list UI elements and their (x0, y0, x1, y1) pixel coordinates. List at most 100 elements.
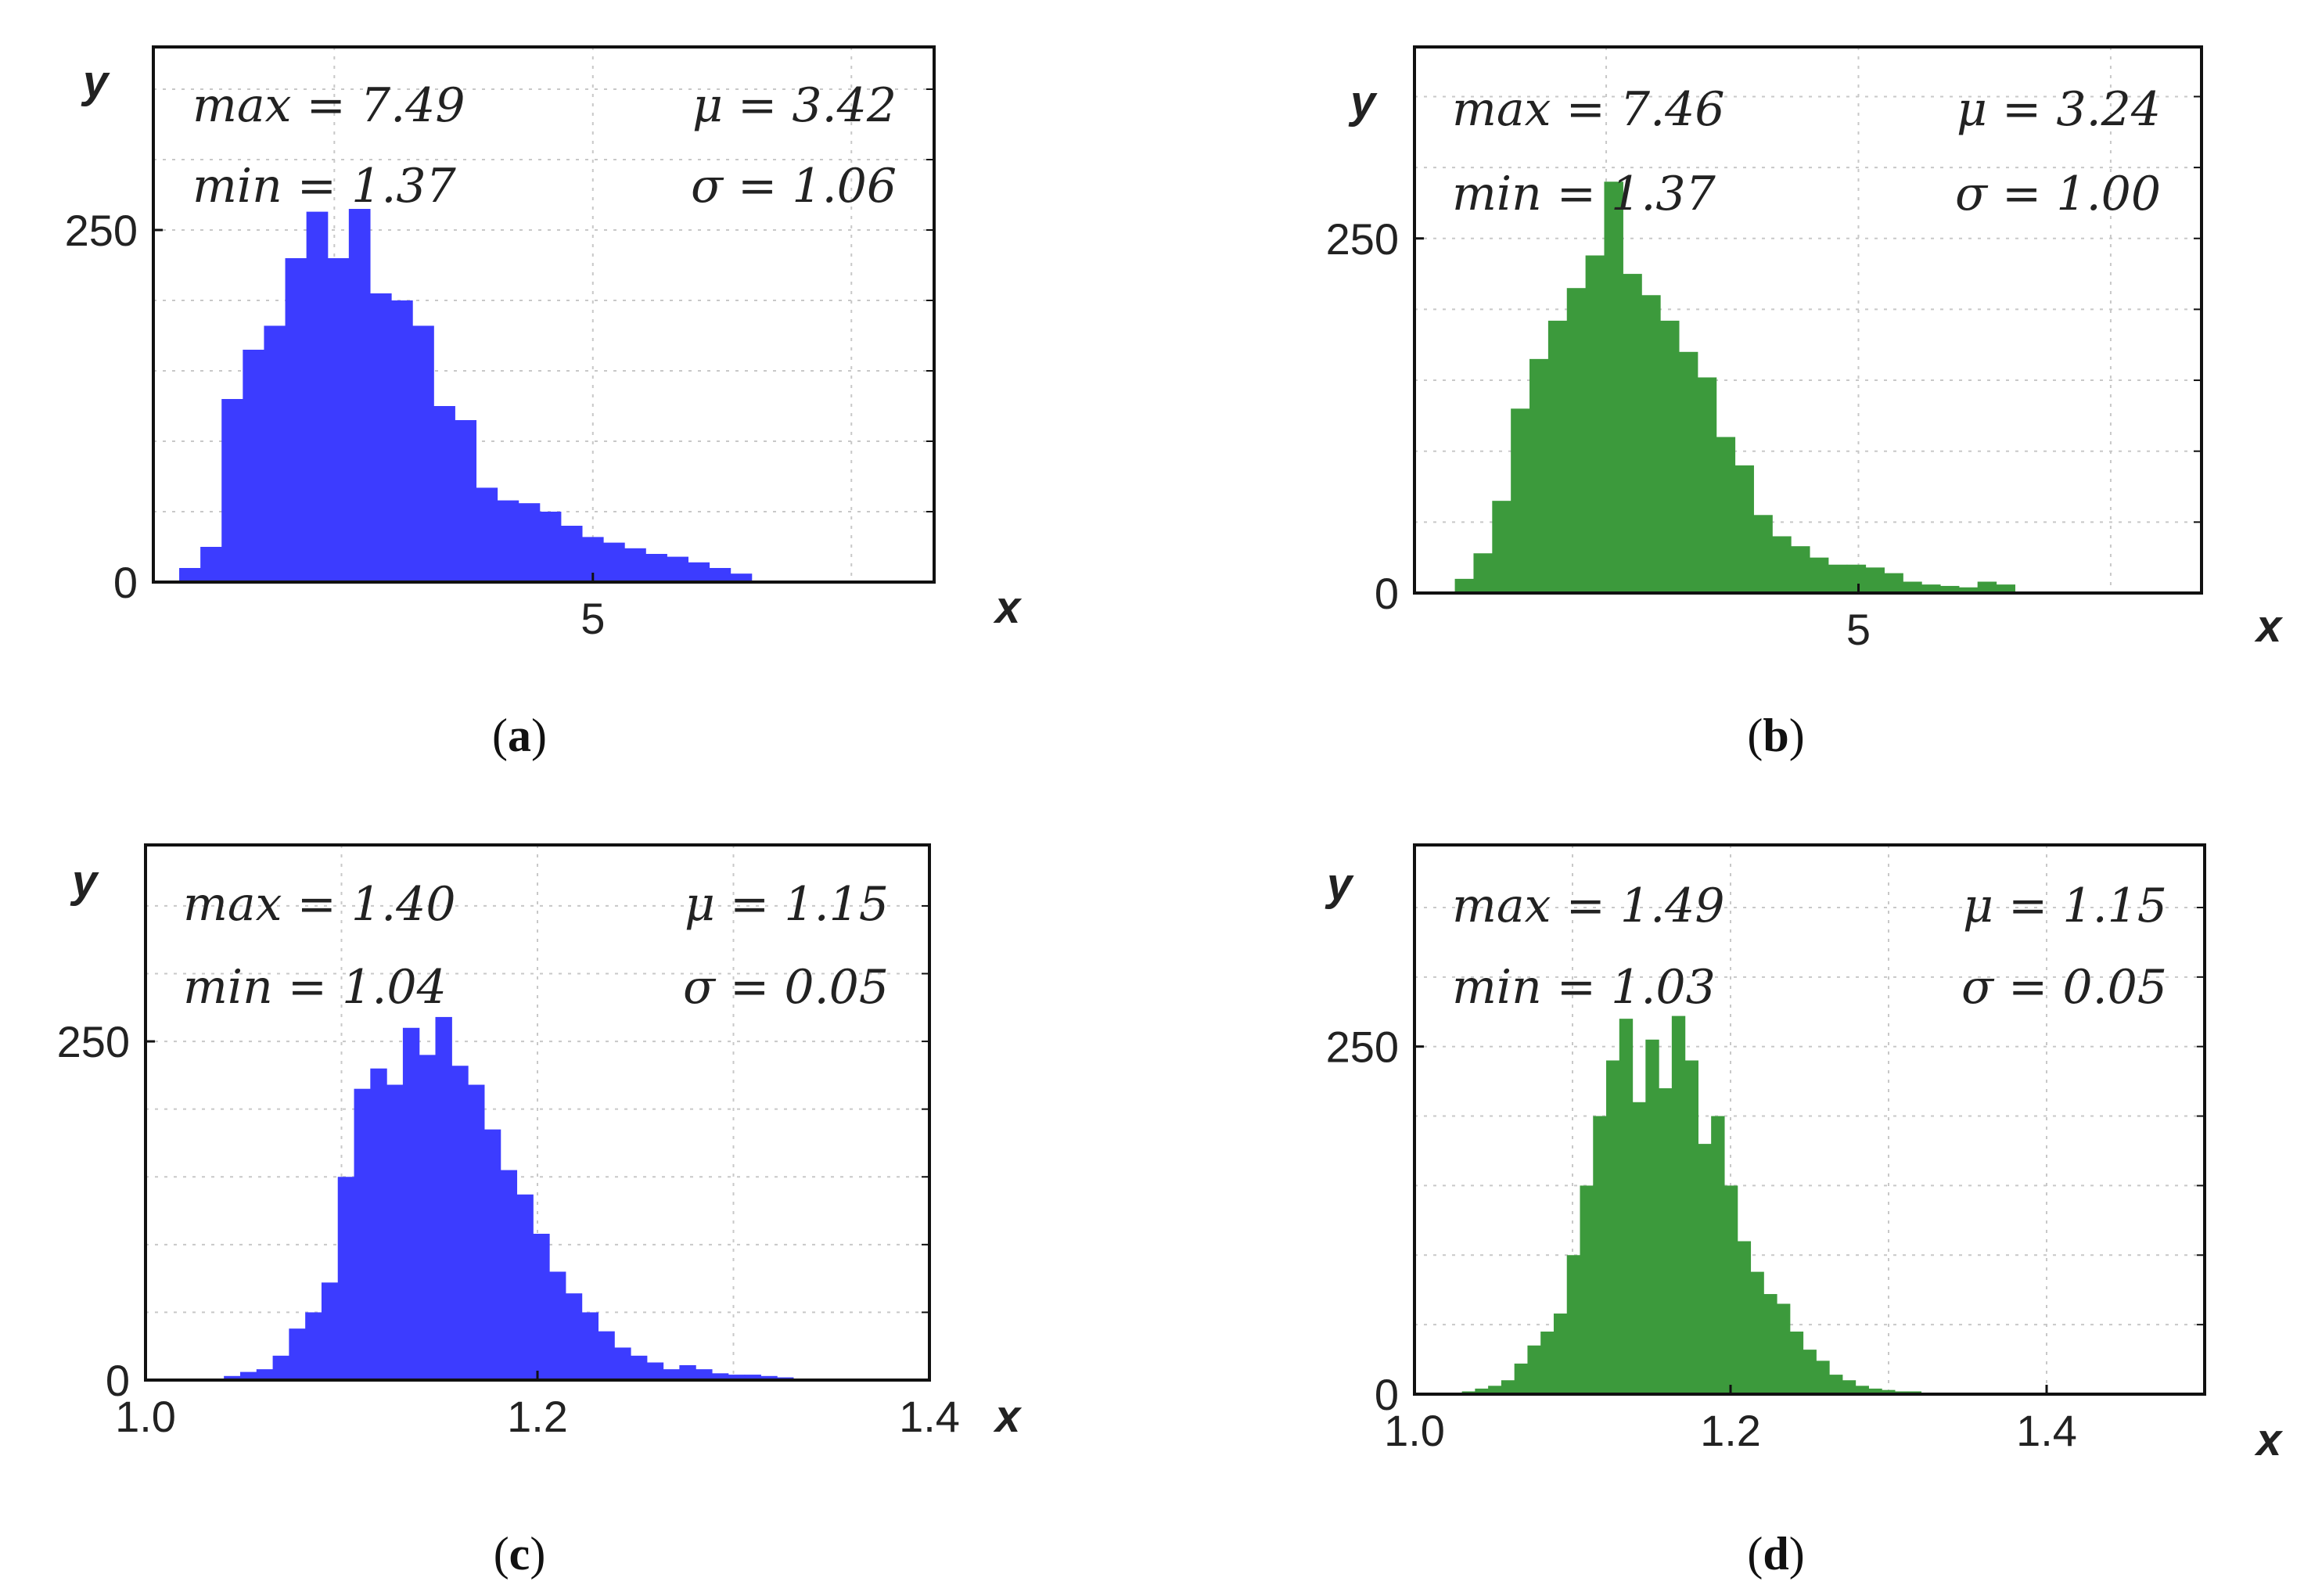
histogram-bar (1903, 581, 1921, 593)
histogram-bar (1866, 567, 1885, 593)
histogram-bar (221, 399, 243, 582)
panel-b-caption-letter: b (1763, 710, 1788, 761)
histogram-bar (519, 503, 541, 582)
panel-b: 50250 y x max = 7.46 min = 1.37 μ = 3.24… (1326, 47, 2284, 761)
histogram-bar (307, 212, 329, 582)
y-tick-label: 250 (1326, 214, 1399, 264)
histogram-bar (1540, 1332, 1554, 1394)
histogram-bar (1593, 1116, 1606, 1394)
panel-c-stat-max: max = 1.40 (183, 877, 456, 932)
histogram-bar (1473, 553, 1492, 593)
panel-d-caption-letter: d (1763, 1528, 1788, 1580)
x-tick-label: 1.2 (507, 1392, 568, 1441)
histogram-bar (1763, 1294, 1777, 1394)
histogram-bar (1659, 1088, 1672, 1394)
panel-c-xlabel: x (993, 1391, 1023, 1442)
histogram-bar (1529, 359, 1548, 593)
histogram-bar (1660, 321, 1679, 593)
y-tick-label: 0 (1375, 1370, 1399, 1419)
histogram-bar (1548, 321, 1567, 593)
y-tick-label: 0 (113, 558, 138, 607)
panel-c: 1.0 1.2 1.40250 y x max = 1.40 min = 1.04 … (57, 845, 1023, 1580)
histogram-bar (391, 300, 413, 582)
histogram-bar (354, 1089, 371, 1380)
histogram-bar (1511, 408, 1529, 593)
histogram-bar (286, 258, 307, 582)
histogram-bar (1738, 1242, 1751, 1394)
histogram-bar (645, 554, 667, 582)
histogram-bar (243, 350, 264, 582)
histogram-bar (1604, 182, 1623, 593)
histogram-bar (322, 1282, 338, 1380)
histogram-bar (451, 1066, 468, 1380)
panel-d: 1.0 1.2 1.40250 y x max = 1.49 min = 1.03 … (1325, 845, 2284, 1580)
histogram-bar (370, 293, 392, 582)
histogram-bar (435, 1017, 451, 1380)
panel-a-stat-min: min = 1.37 (192, 159, 457, 214)
histogram-bar (1455, 579, 1474, 593)
histogram-bar (1586, 256, 1605, 593)
histogram-bar (1711, 1116, 1724, 1394)
panel-b-stat-mu: μ = 3.24 (1957, 82, 2161, 137)
panel-c-caption: (c) (494, 1528, 546, 1580)
panel-c-stat-mu: μ = 1.15 (685, 877, 889, 932)
panel-b-caption: (b) (1747, 710, 1804, 761)
histogram-bar (476, 487, 498, 582)
histogram-bar (498, 501, 519, 582)
histogram-bar (179, 568, 201, 582)
panel-d-stat-sigma: σ = 0.05 (1961, 960, 2167, 1015)
histogram-bar (1777, 1303, 1790, 1394)
panel-a-caption: (a) (492, 710, 547, 761)
histogram-bar (273, 1356, 289, 1380)
x-tick-label: 5 (580, 594, 605, 643)
histogram-bar (484, 1130, 501, 1380)
panel-a-caption-letter: a (508, 710, 531, 761)
histogram-bar (1515, 1364, 1528, 1394)
histogram-bar (549, 1271, 566, 1380)
histogram-bar (1829, 1375, 1842, 1394)
histogram-bar (468, 1085, 484, 1380)
histogram-bar (667, 557, 688, 582)
histogram-bar (1828, 565, 1847, 593)
histogram-bar (624, 548, 646, 582)
histogram-bar (1623, 274, 1641, 593)
histogram-bar (338, 1177, 354, 1380)
histogram-bar (540, 512, 562, 582)
histogram-bar (1606, 1060, 1619, 1394)
x-tick-label: 1.4 (2016, 1406, 2077, 1455)
panel-d-stat-min: min = 1.03 (1452, 960, 1716, 1015)
histogram-bar (1753, 515, 1772, 593)
histogram-bar (370, 1069, 386, 1380)
panel-b-stat-sigma: σ = 1.00 (1955, 167, 2161, 221)
histogram-bar (603, 543, 625, 582)
histogram-bar (688, 563, 710, 582)
panel-a-stat-mu: μ = 3.42 (692, 78, 897, 133)
panel-a-stat-max: max = 7.49 (192, 78, 465, 133)
x-tick-label: 1.4 (899, 1392, 960, 1441)
panel-b-stat-max: max = 7.46 (1452, 82, 1725, 137)
histogram-bar (1567, 1255, 1580, 1394)
y-tick-label: 0 (106, 1356, 130, 1405)
histogram-bar (1685, 1060, 1698, 1394)
x-tick-label: 1.2 (1700, 1406, 1761, 1455)
panel-d-bars (1462, 1016, 1961, 1394)
histogram-bar (1816, 1361, 1829, 1394)
panel-c-stat-sigma: σ = 0.05 (683, 960, 889, 1015)
histogram-bar (1772, 536, 1791, 593)
histogram-bar (257, 1369, 273, 1380)
histogram-bar (1790, 1332, 1803, 1394)
panel-a-stat-sigma: σ = 1.06 (691, 159, 897, 214)
histogram-bar (419, 1055, 436, 1380)
y-tick-label: 0 (1375, 569, 1399, 618)
histogram-bar (679, 1365, 696, 1380)
histogram-bar (516, 1195, 533, 1380)
histogram-bar (631, 1356, 647, 1380)
histogram-bar (582, 1312, 598, 1380)
histogram-bar (1734, 466, 1753, 593)
panel-d-stat-mu: μ = 1.15 (1963, 879, 2167, 933)
histogram-bar (264, 325, 286, 582)
histogram-bar (533, 1234, 549, 1380)
histogram-bar (403, 1028, 419, 1380)
histogram-bar (349, 209, 371, 582)
histogram-bar (1791, 546, 1810, 593)
